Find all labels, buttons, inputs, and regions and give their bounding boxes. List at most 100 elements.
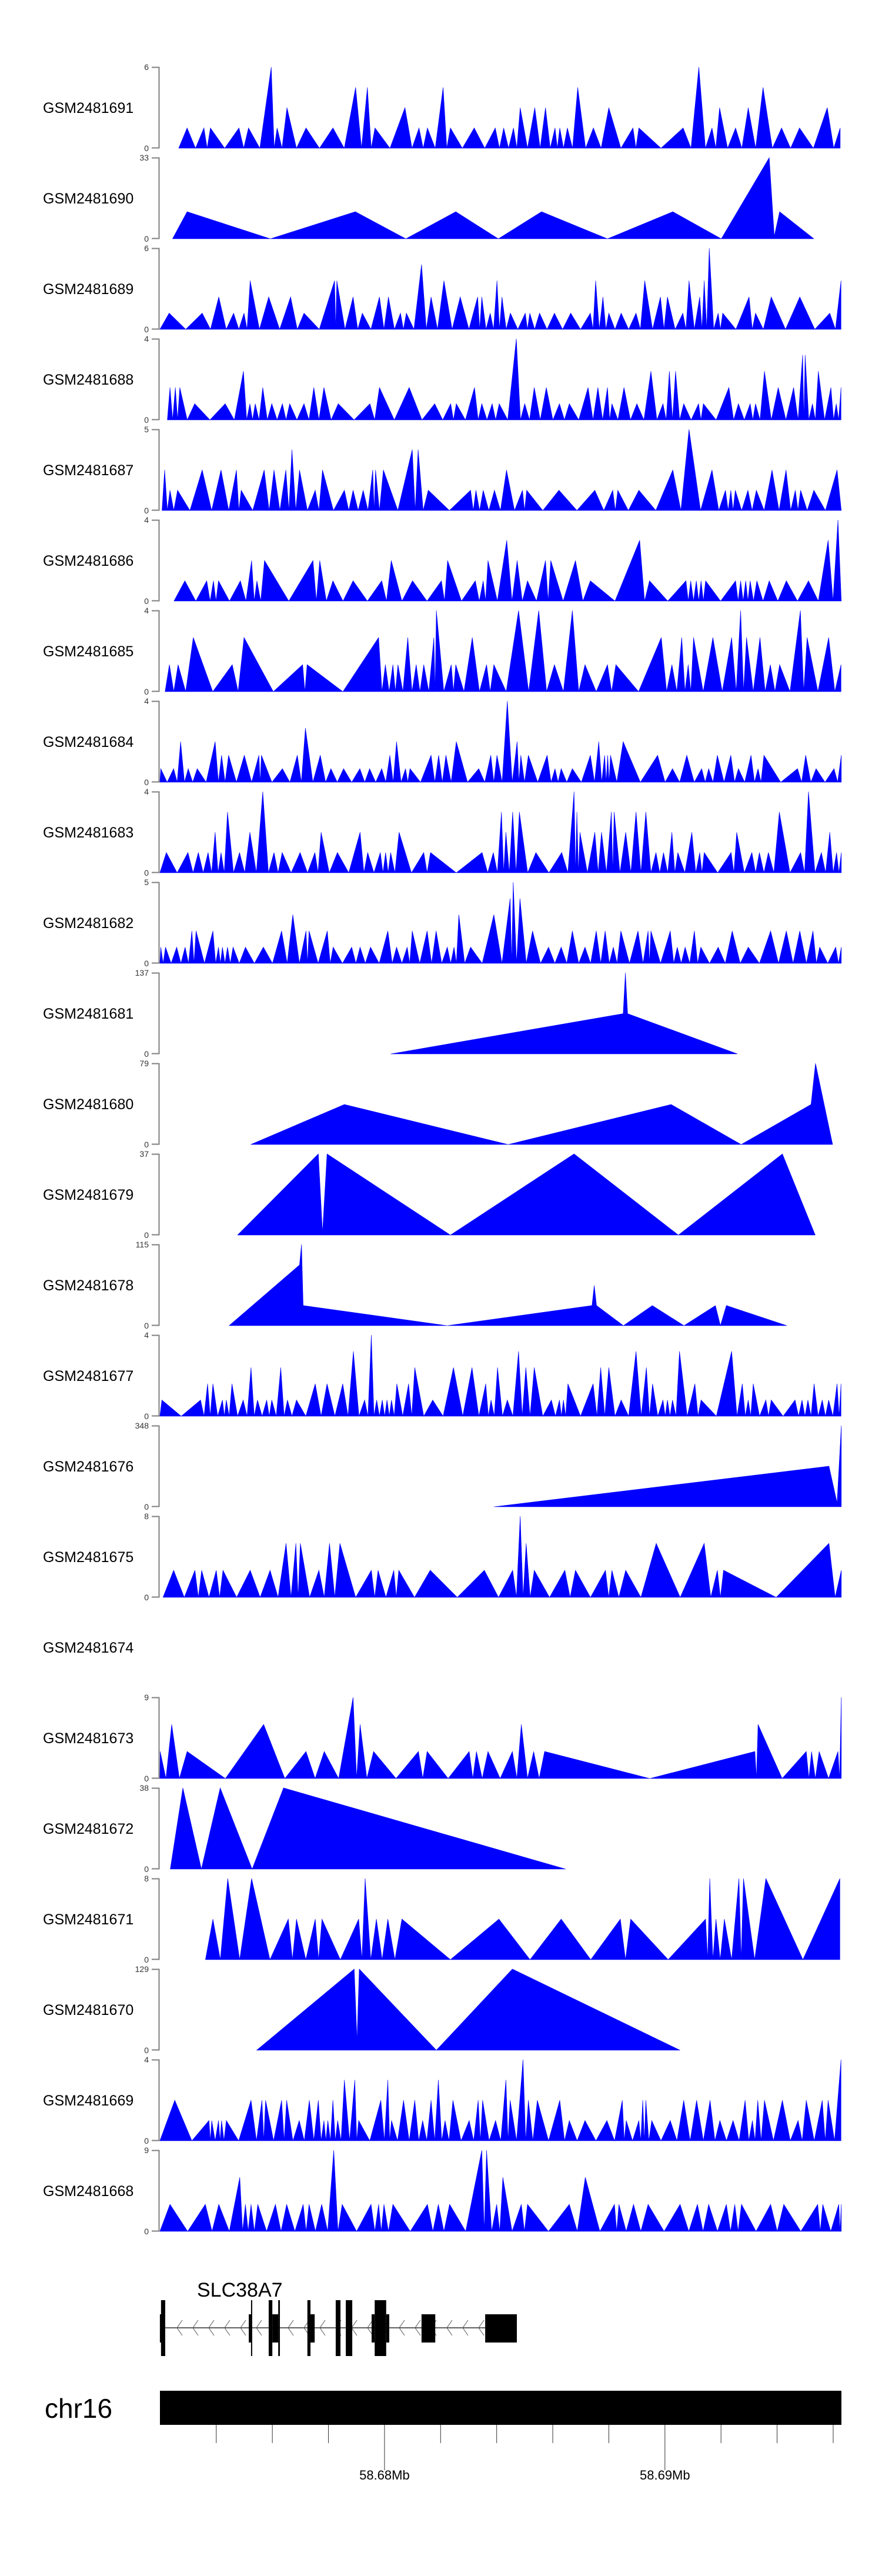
strand-chevron-icon (240, 2320, 246, 2336)
y-axis-max-label: 33 (139, 153, 149, 162)
y-axis-min-label: 0 (144, 1230, 149, 1240)
track-GSM2481690: GSM2481690 33 0 (43, 153, 814, 243)
y-axis (152, 700, 160, 783)
ideogram-track: chr16 (45, 2391, 841, 2425)
coding-exon (346, 2300, 353, 2356)
coverage-area (178, 66, 841, 149)
y-axis-min-label: 0 (144, 596, 149, 606)
track-label: GSM2481682 (43, 915, 133, 932)
y-axis (152, 248, 160, 330)
utr-exon (310, 2314, 315, 2343)
gene-name: SLC38A7 (197, 2279, 283, 2301)
track-GSM2481675: GSM2481675 8 0 (43, 1511, 842, 1602)
track-label: GSM2481669 (43, 2093, 133, 2109)
coverage-area (256, 1968, 680, 2051)
track-GSM2481688: GSM2481688 4 0 (43, 334, 841, 425)
coverage-area (162, 429, 842, 512)
y-axis-max-label: 9 (144, 1693, 149, 1702)
y-axis-max-label: 4 (144, 696, 149, 706)
y-axis (152, 1516, 160, 1598)
track-label: GSM2481680 (43, 1096, 133, 1113)
y-axis (152, 429, 160, 511)
track-GSM2481673: GSM2481673 9 0 (43, 1693, 842, 1783)
y-axis-max-label: 137 (135, 968, 149, 977)
coverage-area (228, 1244, 787, 1327)
track-label: GSM2481675 (43, 1549, 133, 1566)
y-axis (152, 2059, 160, 2141)
track-GSM2481674: GSM2481674 (43, 1640, 133, 1656)
y-axis (152, 791, 160, 873)
y-axis-max-label: 8 (144, 1511, 149, 1521)
coverage-area (205, 1877, 840, 1960)
y-axis-min-label: 0 (144, 1593, 149, 1602)
y-axis (152, 519, 160, 602)
y-axis-min-label: 0 (144, 144, 149, 153)
strand-chevron-icon (478, 2320, 485, 2336)
y-axis-min-label: 0 (144, 1502, 149, 1511)
track-GSM2481681: GSM2481681 137 0 (43, 968, 738, 1059)
y-axis-max-label: 5 (144, 425, 149, 434)
track-GSM2481676: GSM2481676 348 0 (43, 1421, 842, 1511)
y-axis (152, 1878, 160, 1960)
coding-exon (335, 2300, 341, 2356)
y-axis-max-label: 4 (144, 334, 149, 343)
track-GSM2481678: GSM2481678 115 0 (43, 1240, 787, 1330)
y-axis (152, 1787, 160, 1870)
track-label: GSM2481686 (43, 553, 133, 569)
strand-chevron-icon (462, 2320, 469, 2336)
y-axis-min-label: 0 (144, 1321, 149, 1330)
gene-track: SLC38A7 (159, 2279, 517, 2356)
coverage-area (159, 700, 842, 783)
coverage-area (170, 1787, 566, 1870)
y-axis (152, 972, 160, 1055)
coverage-area (237, 1153, 816, 1236)
y-axis-min-label: 0 (144, 868, 149, 877)
y-axis (152, 338, 160, 421)
strand-chevron-icon (319, 2320, 326, 2336)
y-axis-max-label: 5 (144, 877, 149, 887)
y-axis-min-label: 0 (144, 506, 149, 515)
coding-exon (250, 2300, 252, 2356)
track-label: GSM2481691 (43, 100, 133, 116)
y-axis-max-label: 38 (139, 1783, 149, 1793)
track-label: GSM2481670 (43, 2002, 133, 2018)
track-GSM2481669: GSM2481669 4 0 (43, 2055, 841, 2145)
y-axis-min-label: 0 (144, 1774, 149, 1783)
coverage-tracks: GSM248169160GSM2481690330GSM248168960GSM… (43, 62, 842, 2236)
y-axis-min-label: 0 (144, 778, 149, 787)
strand-chevron-icon (176, 2320, 183, 2336)
track-label: GSM2481685 (43, 643, 133, 660)
y-axis (152, 2150, 160, 2232)
strand-chevron-icon (399, 2320, 405, 2336)
coverage-area (165, 610, 841, 693)
y-axis (152, 1697, 160, 1779)
track-label: GSM2481688 (43, 372, 133, 388)
y-axis-min-label: 0 (144, 2046, 149, 2055)
y-axis (152, 1153, 160, 1236)
track-label: GSM2481676 (43, 1459, 133, 1475)
coverage-area (159, 1334, 841, 1417)
track-label: GSM2481671 (43, 1911, 133, 1928)
y-axis-max-label: 129 (135, 1964, 149, 1974)
chromosome-label: chr16 (45, 2393, 112, 2424)
strand-chevron-icon (446, 2320, 453, 2336)
track-GSM2481679: GSM2481679 37 0 (43, 1149, 816, 1240)
y-axis-min-label: 0 (144, 1412, 149, 1421)
coverage-area (172, 157, 814, 239)
y-axis-max-label: 9 (144, 2145, 149, 2155)
coverage-area (250, 1063, 833, 1145)
y-axis-min-label: 0 (144, 2136, 149, 2145)
strand-chevron-icon (367, 2320, 373, 2336)
y-axis (152, 1968, 160, 2051)
track-label: GSM2481690 (43, 191, 133, 207)
y-axis-min-label: 0 (144, 234, 149, 243)
strand-chevron-icon (208, 2320, 215, 2336)
track-GSM2481671: GSM2481671 8 0 (43, 1874, 840, 1964)
y-axis (152, 66, 160, 149)
strand-chevron-icon (415, 2320, 421, 2336)
track-label: GSM2481683 (43, 825, 133, 841)
y-axis-max-label: 37 (139, 1149, 149, 1159)
y-axis (152, 1244, 160, 1326)
axis-tick-label: 58.69Mb (640, 2468, 690, 2482)
